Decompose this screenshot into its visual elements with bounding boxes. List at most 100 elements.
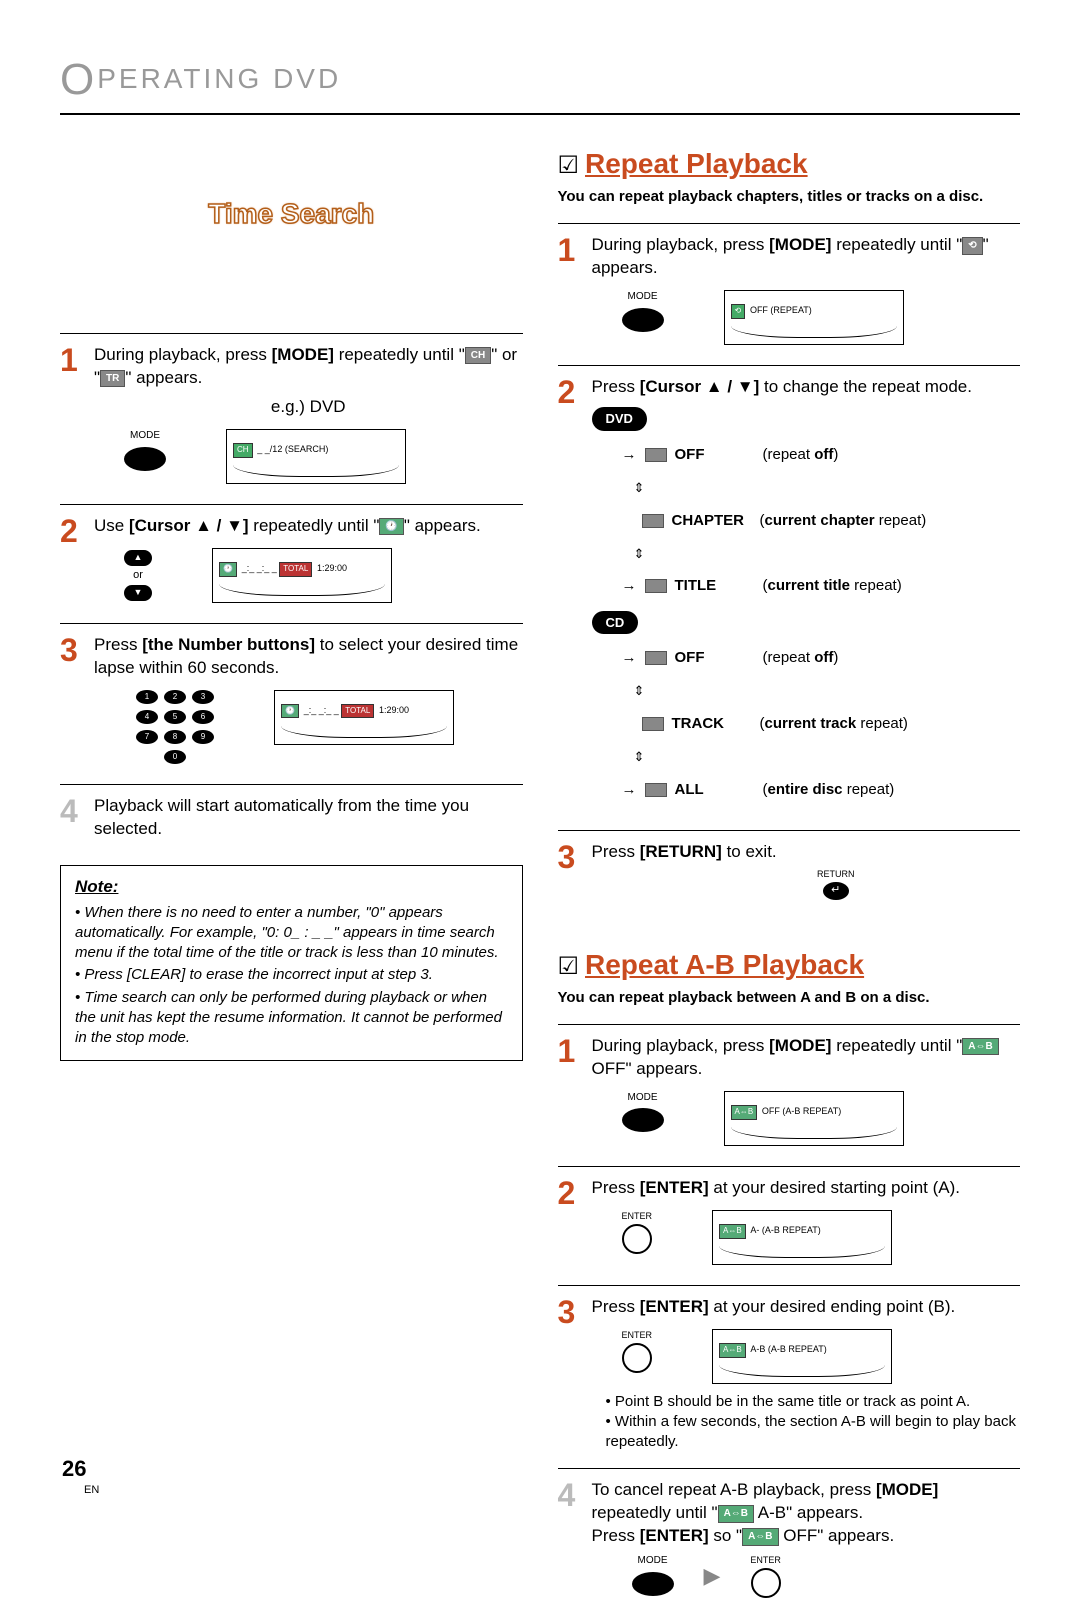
num-6-icon: 6 xyxy=(192,710,214,724)
number-pad: 1 2 3 4 5 6 7 8 9 0 xyxy=(136,690,214,764)
note-item: Time search can only be performed during… xyxy=(75,988,508,1049)
step-text: During playback, press [MODE] repeatedly… xyxy=(94,344,523,488)
step-text: To cancel repeat A-B playback, press [MO… xyxy=(592,1479,1021,1598)
osd-repeat-off: ⟲ OFF (REPEAT) xyxy=(724,290,904,345)
step-4: 4 Playback will start automatically from… xyxy=(60,784,523,857)
repeat-icon xyxy=(645,651,667,665)
num-2-icon: 2 xyxy=(164,690,186,704)
step-number: 2 xyxy=(558,1177,582,1209)
dvd-tree: →OFF(repeat off) ⇕ CHAPTER(current chapt… xyxy=(622,445,1021,597)
ab-step-4: 4 To cancel repeat A-B playback, press [… xyxy=(558,1468,1021,1614)
ab-step-3: 3 Press [ENTER] at your desired ending p… xyxy=(558,1285,1021,1469)
step-number: 4 xyxy=(60,795,84,827)
step-2: 2 Use [Cursor ▲ / ▼] repeatedly until "🕐… xyxy=(60,504,523,623)
mode-label: MODE xyxy=(622,290,664,304)
osd-clock-icon: 🕐 xyxy=(281,704,299,719)
step-text: Press [Cursor ▲ / ▼] to change the repea… xyxy=(592,376,1021,814)
note-box: Note: When there is no need to enter a n… xyxy=(60,865,523,1062)
repeat-ab-subtitle: You can repeat playback between A and B … xyxy=(558,988,1021,1008)
osd-display-2: 🕐 _:_ _:_ _ TOTAL 1:29:00 xyxy=(212,548,392,603)
left-column: Time Search 1 During playback, press [MO… xyxy=(60,145,523,1614)
osd-total-icon: TOTAL xyxy=(341,704,374,719)
num-4-icon: 4 xyxy=(136,710,158,724)
clock-icon: 🕐 xyxy=(379,518,403,536)
osd-display-3: 🕐 _:_ _:_ _ TOTAL 1:29:00 xyxy=(274,690,454,745)
page-lang: EN xyxy=(84,1483,99,1498)
ab-icon: A⇔B xyxy=(742,1528,778,1546)
note-item: When there is no need to enter a number,… xyxy=(75,903,508,964)
ab-step-2: 2 Press [ENTER] at your desired starting… xyxy=(558,1166,1021,1285)
osd-ab-ab: A⇔B A-B (A-B REPEAT) xyxy=(712,1329,892,1384)
ab-icon: A⇔B xyxy=(718,1505,754,1523)
step-text: Press [the Number buttons] to select you… xyxy=(94,634,523,768)
step-number: 1 xyxy=(60,344,84,376)
mode-label: MODE xyxy=(622,1091,664,1105)
cursor-up-icon: ▲ xyxy=(124,550,152,566)
or-label: or xyxy=(124,568,152,583)
num-5-icon: 5 xyxy=(164,710,186,724)
osd-repeat-icon: ⟲ xyxy=(731,304,746,319)
num-9-icon: 9 xyxy=(192,730,214,744)
step-number: 4 xyxy=(558,1479,582,1511)
step-3: 3 Press [the Number buttons] to select y… xyxy=(60,623,523,784)
bullet-item: Within a few seconds, the section A-B wi… xyxy=(606,1412,1021,1453)
osd-display-1: CH _ _/12 (SEARCH) xyxy=(226,429,406,484)
ch-icon: CH xyxy=(465,347,491,365)
step-text: During playback, press [MODE] repeatedly… xyxy=(592,234,1021,349)
step-text: Playback will start automatically from t… xyxy=(94,795,523,841)
time-search-title: Time Search xyxy=(60,195,523,233)
ab-step-1: 1 During playback, press [MODE] repeated… xyxy=(558,1024,1021,1166)
tr-icon: TR xyxy=(100,370,125,388)
step-number: 3 xyxy=(60,634,84,666)
mode-label: MODE xyxy=(124,429,166,443)
return-label: RETURN xyxy=(652,868,1021,880)
step-number: 3 xyxy=(558,841,582,873)
repeat-icon: ⟲ xyxy=(962,237,982,255)
repeat-icon xyxy=(645,448,667,462)
enter-label: ENTER xyxy=(622,1329,653,1341)
repeat-subtitle: You can repeat playback chapters, titles… xyxy=(558,187,1021,207)
step-text: Press [ENTER] at your desired ending poi… xyxy=(592,1296,1021,1453)
note-heading: Note: xyxy=(75,876,508,899)
return-button-icon: ↵ xyxy=(823,882,849,900)
mode-button-icon xyxy=(622,1108,664,1132)
rp-step-2: 2 Press [Cursor ▲ / ▼] to change the rep… xyxy=(558,365,1021,830)
rp-step-3: 3 Press [RETURN] to exit. RETURN ↵ xyxy=(558,830,1021,916)
step-1: 1 During playback, press [MODE] repeated… xyxy=(60,333,523,504)
osd-total-icon: TOTAL xyxy=(279,562,312,577)
note-item: Press [CLEAR] to erase the incorrect inp… xyxy=(75,965,508,985)
num-8-icon: 8 xyxy=(164,730,186,744)
right-column: ☑Repeat Playback You can repeat playback… xyxy=(558,145,1021,1614)
step-text: Press [RETURN] to exit. RETURN ↵ xyxy=(592,841,1021,900)
header-drop-cap: O xyxy=(60,55,97,104)
repeat-playback-title: Repeat Playback xyxy=(585,148,808,179)
bullet-item: Point B should be in the same title or t… xyxy=(606,1392,1021,1412)
num-7-icon: 7 xyxy=(136,730,158,744)
repeat-icon xyxy=(645,783,667,797)
repeat-icon xyxy=(642,514,664,528)
step-number: 3 xyxy=(558,1296,582,1328)
cd-tree: →OFF(repeat off) ⇕ TRACK(current track r… xyxy=(622,648,1021,800)
eg-label: e.g.) DVD xyxy=(94,396,523,419)
page-number: 26 xyxy=(62,1454,86,1484)
osd-ab-icon: A⇔B xyxy=(731,1105,758,1120)
step-number: 2 xyxy=(60,515,84,547)
step-text: Press [ENTER] at your desired starting p… xyxy=(592,1177,1021,1269)
num-1-icon: 1 xyxy=(136,690,158,704)
cd-pill: CD xyxy=(592,611,639,635)
enter-label: ENTER xyxy=(622,1210,653,1222)
arrow-right-icon: ▶ xyxy=(704,1561,721,1591)
enter-label: ENTER xyxy=(750,1554,781,1566)
mode-button-icon xyxy=(124,447,166,471)
mode-button-icon xyxy=(632,1572,674,1596)
step-number: 1 xyxy=(558,1035,582,1067)
osd-clock-icon: 🕐 xyxy=(219,562,237,577)
enter-button-icon xyxy=(751,1568,781,1598)
step-number: 1 xyxy=(558,234,582,266)
repeat-playback-section: ☑Repeat Playback You can repeat playback… xyxy=(558,145,1021,916)
cursor-down-icon: ▼ xyxy=(124,585,152,601)
num-0-icon: 0 xyxy=(164,750,186,764)
step-text: During playback, press [MODE] repeatedly… xyxy=(592,1035,1021,1150)
osd-ab-a: A⇔B A- (A-B REPEAT) xyxy=(712,1210,892,1265)
repeat-ab-title: Repeat A-B Playback xyxy=(585,949,864,980)
